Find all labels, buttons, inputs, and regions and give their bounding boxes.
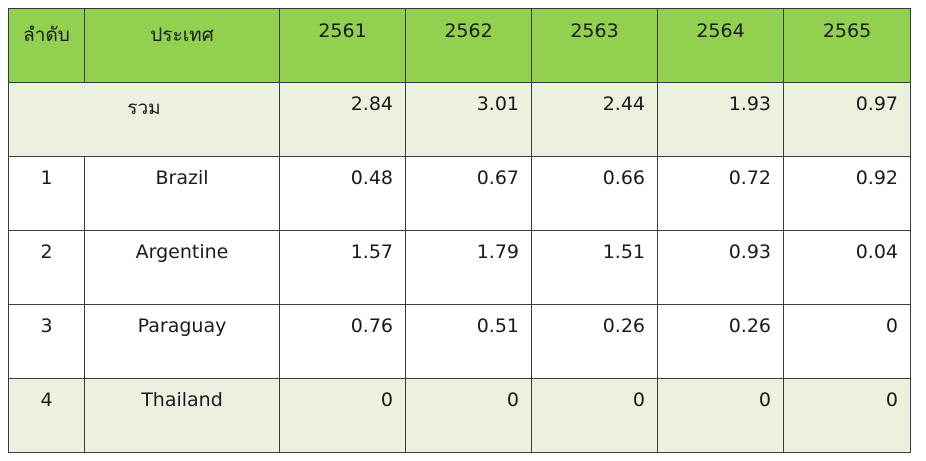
value-cell: 0.92 [783, 156, 911, 231]
table-row-highlight: 4 Thailand 0 0 0 0 0 [8, 378, 911, 453]
value-cell: 0 [405, 378, 532, 453]
value-cell: 0 [279, 378, 406, 453]
country-cell: Brazil [84, 156, 280, 231]
total-value: 2.44 [531, 82, 658, 157]
value-cell: 0.76 [279, 304, 406, 379]
value-cell: 0.72 [657, 156, 784, 231]
header-rank: ลำดับ [8, 8, 85, 83]
rank-cell: 3 [8, 304, 85, 379]
header-country: ประเทศ [84, 8, 280, 83]
table-row: 3 Paraguay 0.76 0.51 0.26 0.26 0 [8, 304, 911, 379]
header-row: ลำดับ ประเทศ 2561 2562 2563 2564 2565 [8, 8, 911, 83]
rank-cell: 1 [8, 156, 85, 231]
value-cell: 0.67 [405, 156, 532, 231]
data-table: ลำดับ ประเทศ 2561 2562 2563 2564 2565 รว… [8, 8, 911, 453]
value-cell: 0.26 [531, 304, 658, 379]
rank-cell: 4 [8, 378, 85, 453]
header-year: 2564 [657, 8, 784, 83]
total-value: 3.01 [405, 82, 532, 157]
total-value: 0.97 [783, 82, 911, 157]
total-value: 1.93 [657, 82, 784, 157]
country-cell: Thailand [84, 378, 280, 453]
value-cell: 1.57 [279, 230, 406, 305]
header-year: 2565 [783, 8, 911, 83]
value-cell: 0.51 [405, 304, 532, 379]
value-cell: 0.66 [531, 156, 658, 231]
header-year: 2561 [279, 8, 406, 83]
table-row: 2 Argentine 1.57 1.79 1.51 0.93 0.04 [8, 230, 911, 305]
country-cell: Paraguay [84, 304, 280, 379]
table-row: 1 Brazil 0.48 0.67 0.66 0.72 0.92 [8, 156, 911, 231]
value-cell: 0 [783, 304, 911, 379]
rank-cell: 2 [8, 230, 85, 305]
value-cell: 0.93 [657, 230, 784, 305]
total-row: รวม 2.84 3.01 2.44 1.93 0.97 [8, 82, 911, 157]
value-cell: 0 [783, 378, 911, 453]
value-cell: 0 [657, 378, 784, 453]
value-cell: 0.04 [783, 230, 911, 305]
total-value: 2.84 [279, 82, 406, 157]
total-label: รวม [8, 82, 280, 157]
header-year: 2563 [531, 8, 658, 83]
value-cell: 0 [531, 378, 658, 453]
value-cell: 1.51 [531, 230, 658, 305]
header-year: 2562 [405, 8, 532, 83]
value-cell: 0.48 [279, 156, 406, 231]
value-cell: 0.26 [657, 304, 784, 379]
country-cell: Argentine [84, 230, 280, 305]
value-cell: 1.79 [405, 230, 532, 305]
